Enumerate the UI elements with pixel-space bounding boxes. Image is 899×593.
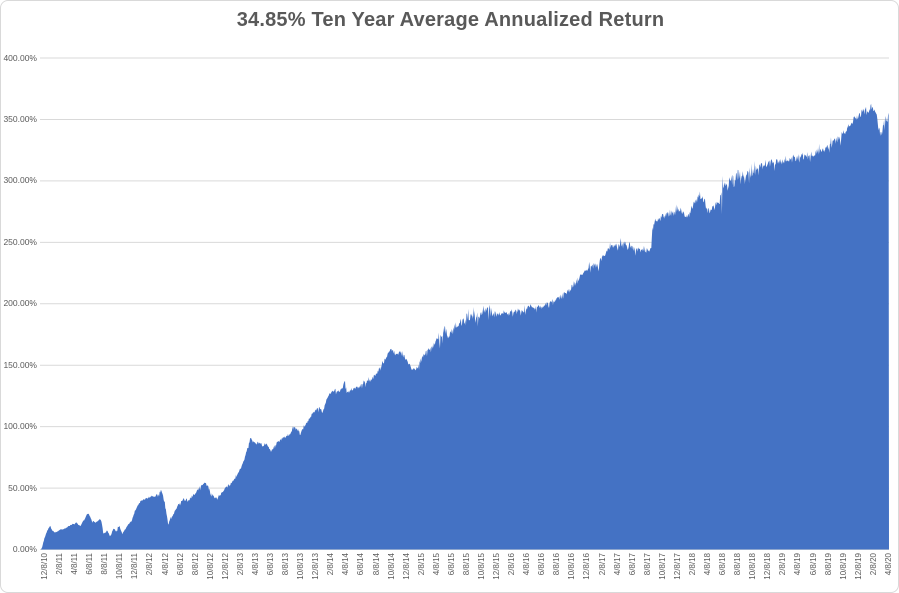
y-axis-label: 0.00%	[12, 544, 37, 554]
x-axis-label: 2/8/16	[507, 553, 517, 576]
x-axis-label: 4/8/12	[160, 553, 170, 576]
x-axis-label: 8/8/18	[733, 553, 743, 576]
x-axis-label: 6/8/11	[85, 553, 95, 575]
chart-title: 34.85% Ten Year Average Annualized Retur…	[236, 9, 665, 31]
x-axis-label: 4/8/11	[70, 553, 80, 575]
x-axis-label: 2/8/20	[868, 553, 878, 576]
x-axis-label: 12/8/16	[582, 553, 592, 580]
x-axis-label: 8/8/17	[642, 553, 652, 576]
x-axis-label: 4/8/17	[612, 553, 622, 576]
x-axis-label: 2/8/17	[597, 553, 607, 576]
y-axis-label: 200.00%	[3, 298, 37, 309]
x-axis-label: 10/8/18	[748, 553, 758, 580]
x-axis-label: 6/8/14	[356, 553, 366, 576]
x-axis-label: 6/8/15	[446, 553, 456, 576]
x-axis-label: 6/8/18	[718, 553, 728, 576]
x-axis-label: 12/8/19	[853, 553, 863, 580]
x-axis-label: 10/8/16	[567, 553, 577, 580]
x-axis-label: 6/8/13	[266, 553, 276, 576]
x-axis-label: 8/8/19	[823, 553, 833, 576]
x-axis-label: 10/8/19	[838, 553, 848, 580]
x-axis-label: 4/8/13	[250, 553, 260, 576]
x-axis-label: 4/8/19	[793, 553, 803, 576]
x-axis-label: 4/8/14	[341, 553, 351, 576]
y-axis-label: 250.00%	[3, 236, 37, 247]
x-axis-label: 10/8/14	[386, 553, 396, 580]
x-axis-label: 4/8/15	[431, 553, 441, 576]
x-axis-label: 6/8/16	[537, 553, 547, 576]
x-axis-label: 8/8/12	[190, 553, 200, 576]
y-axis-label: 350.00%	[3, 113, 37, 124]
y-axis-label: 300.00%	[3, 175, 37, 186]
x-axis-label: 6/8/12	[175, 553, 185, 576]
x-axis-label: 12/8/10	[40, 553, 49, 580]
x-axis-label: 12/8/15	[492, 553, 502, 580]
x-axis-label: 2/8/15	[416, 553, 426, 576]
x-axis-label: 8/8/16	[552, 553, 562, 576]
x-axis-label: 4/8/16	[522, 553, 532, 576]
x-axis-label: 10/8/15	[476, 553, 486, 580]
x-axis-label: 4/8/20	[883, 553, 893, 576]
area-series	[41, 103, 889, 550]
x-axis-label: 2/8/14	[326, 553, 336, 576]
x-axis-label: 6/8/19	[808, 553, 818, 576]
x-axis-label: 10/8/13	[296, 553, 306, 580]
y-axis-label: 50.00%	[8, 482, 37, 493]
x-axis-label: 10/8/12	[205, 553, 215, 580]
x-axis-label: 8/8/15	[461, 553, 471, 576]
x-axis-label: 10/8/17	[657, 553, 667, 580]
x-axis-label: 12/8/12	[220, 553, 230, 580]
x-axis-label: 2/8/13	[235, 553, 245, 576]
x-axis-label: 8/8/13	[281, 553, 291, 576]
x-axis-label: 12/8/14	[401, 553, 411, 580]
x-axis-label: 12/8/11	[130, 553, 140, 580]
x-axis-label: 12/8/13	[311, 553, 321, 580]
x-axis-label: 10/8/11	[115, 553, 125, 580]
x-axis-label: 2/8/12	[145, 553, 155, 576]
y-axis-label: 400.00%	[3, 52, 37, 63]
x-axis-label: 12/8/17	[672, 553, 682, 580]
x-axis-label: 4/8/18	[703, 553, 713, 576]
x-axis-label: 2/8/19	[778, 553, 788, 576]
x-axis-label: 8/8/14	[371, 553, 381, 576]
x-axis-label: 8/8/11	[100, 553, 110, 575]
y-axis-label: 100.00%	[3, 421, 37, 432]
x-axis-label: 2/8/18	[687, 553, 697, 576]
x-axis-label: 12/8/18	[763, 553, 773, 580]
y-axis-label: 150.00%	[3, 359, 37, 370]
x-axis-label: 6/8/17	[627, 553, 637, 576]
x-axis-label: 2/8/11	[55, 553, 65, 575]
